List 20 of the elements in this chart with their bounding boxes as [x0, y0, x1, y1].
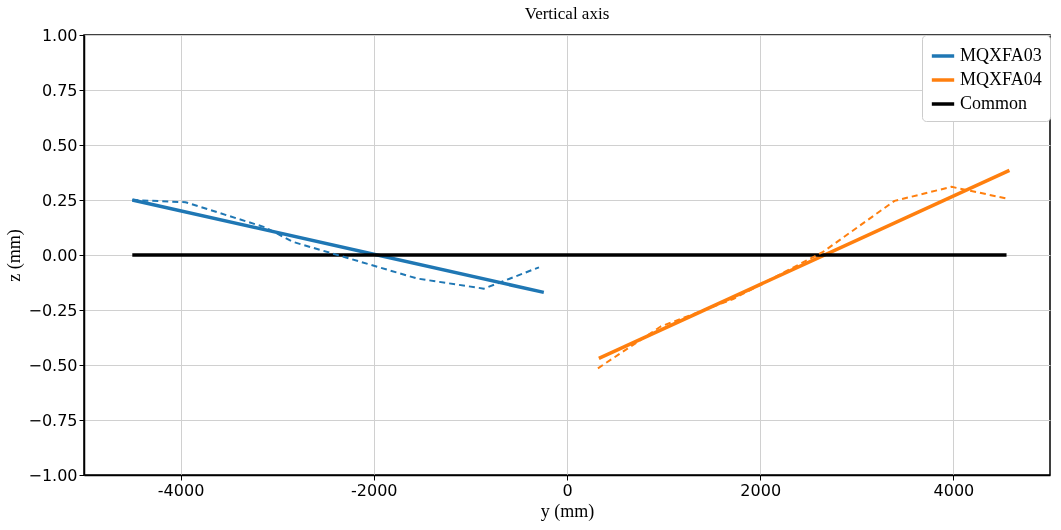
x-tick-label: 4000: [933, 480, 975, 500]
legend-label: MQXFA04: [960, 69, 1042, 89]
x-tick-label: -4000: [157, 480, 205, 500]
y-tick-label: 0.75: [41, 80, 78, 100]
x-tick-label: -2000: [351, 480, 398, 500]
y-tick-label: −0.50: [28, 355, 78, 375]
legend-label: Common: [960, 93, 1028, 113]
y-tick-label: 0.00: [41, 245, 78, 265]
y-axis-title: z (mm): [4, 229, 26, 282]
y-tick-label: 0.25: [41, 190, 78, 210]
y-tick-label: −0.75: [28, 410, 78, 430]
y-tick-label: −0.25: [28, 300, 78, 320]
x-tick-label: 0: [562, 480, 573, 500]
x-tick-label: 2000: [740, 480, 782, 500]
y-tick-label: −1.00: [28, 465, 78, 485]
y-tick-label: 0.50: [41, 135, 78, 155]
legend-label: MQXFA03: [960, 45, 1042, 65]
chart-title: Vertical axis: [524, 4, 610, 23]
y-tick-label: 1.00: [41, 25, 78, 45]
x-axis-title: y (mm): [540, 500, 595, 522]
